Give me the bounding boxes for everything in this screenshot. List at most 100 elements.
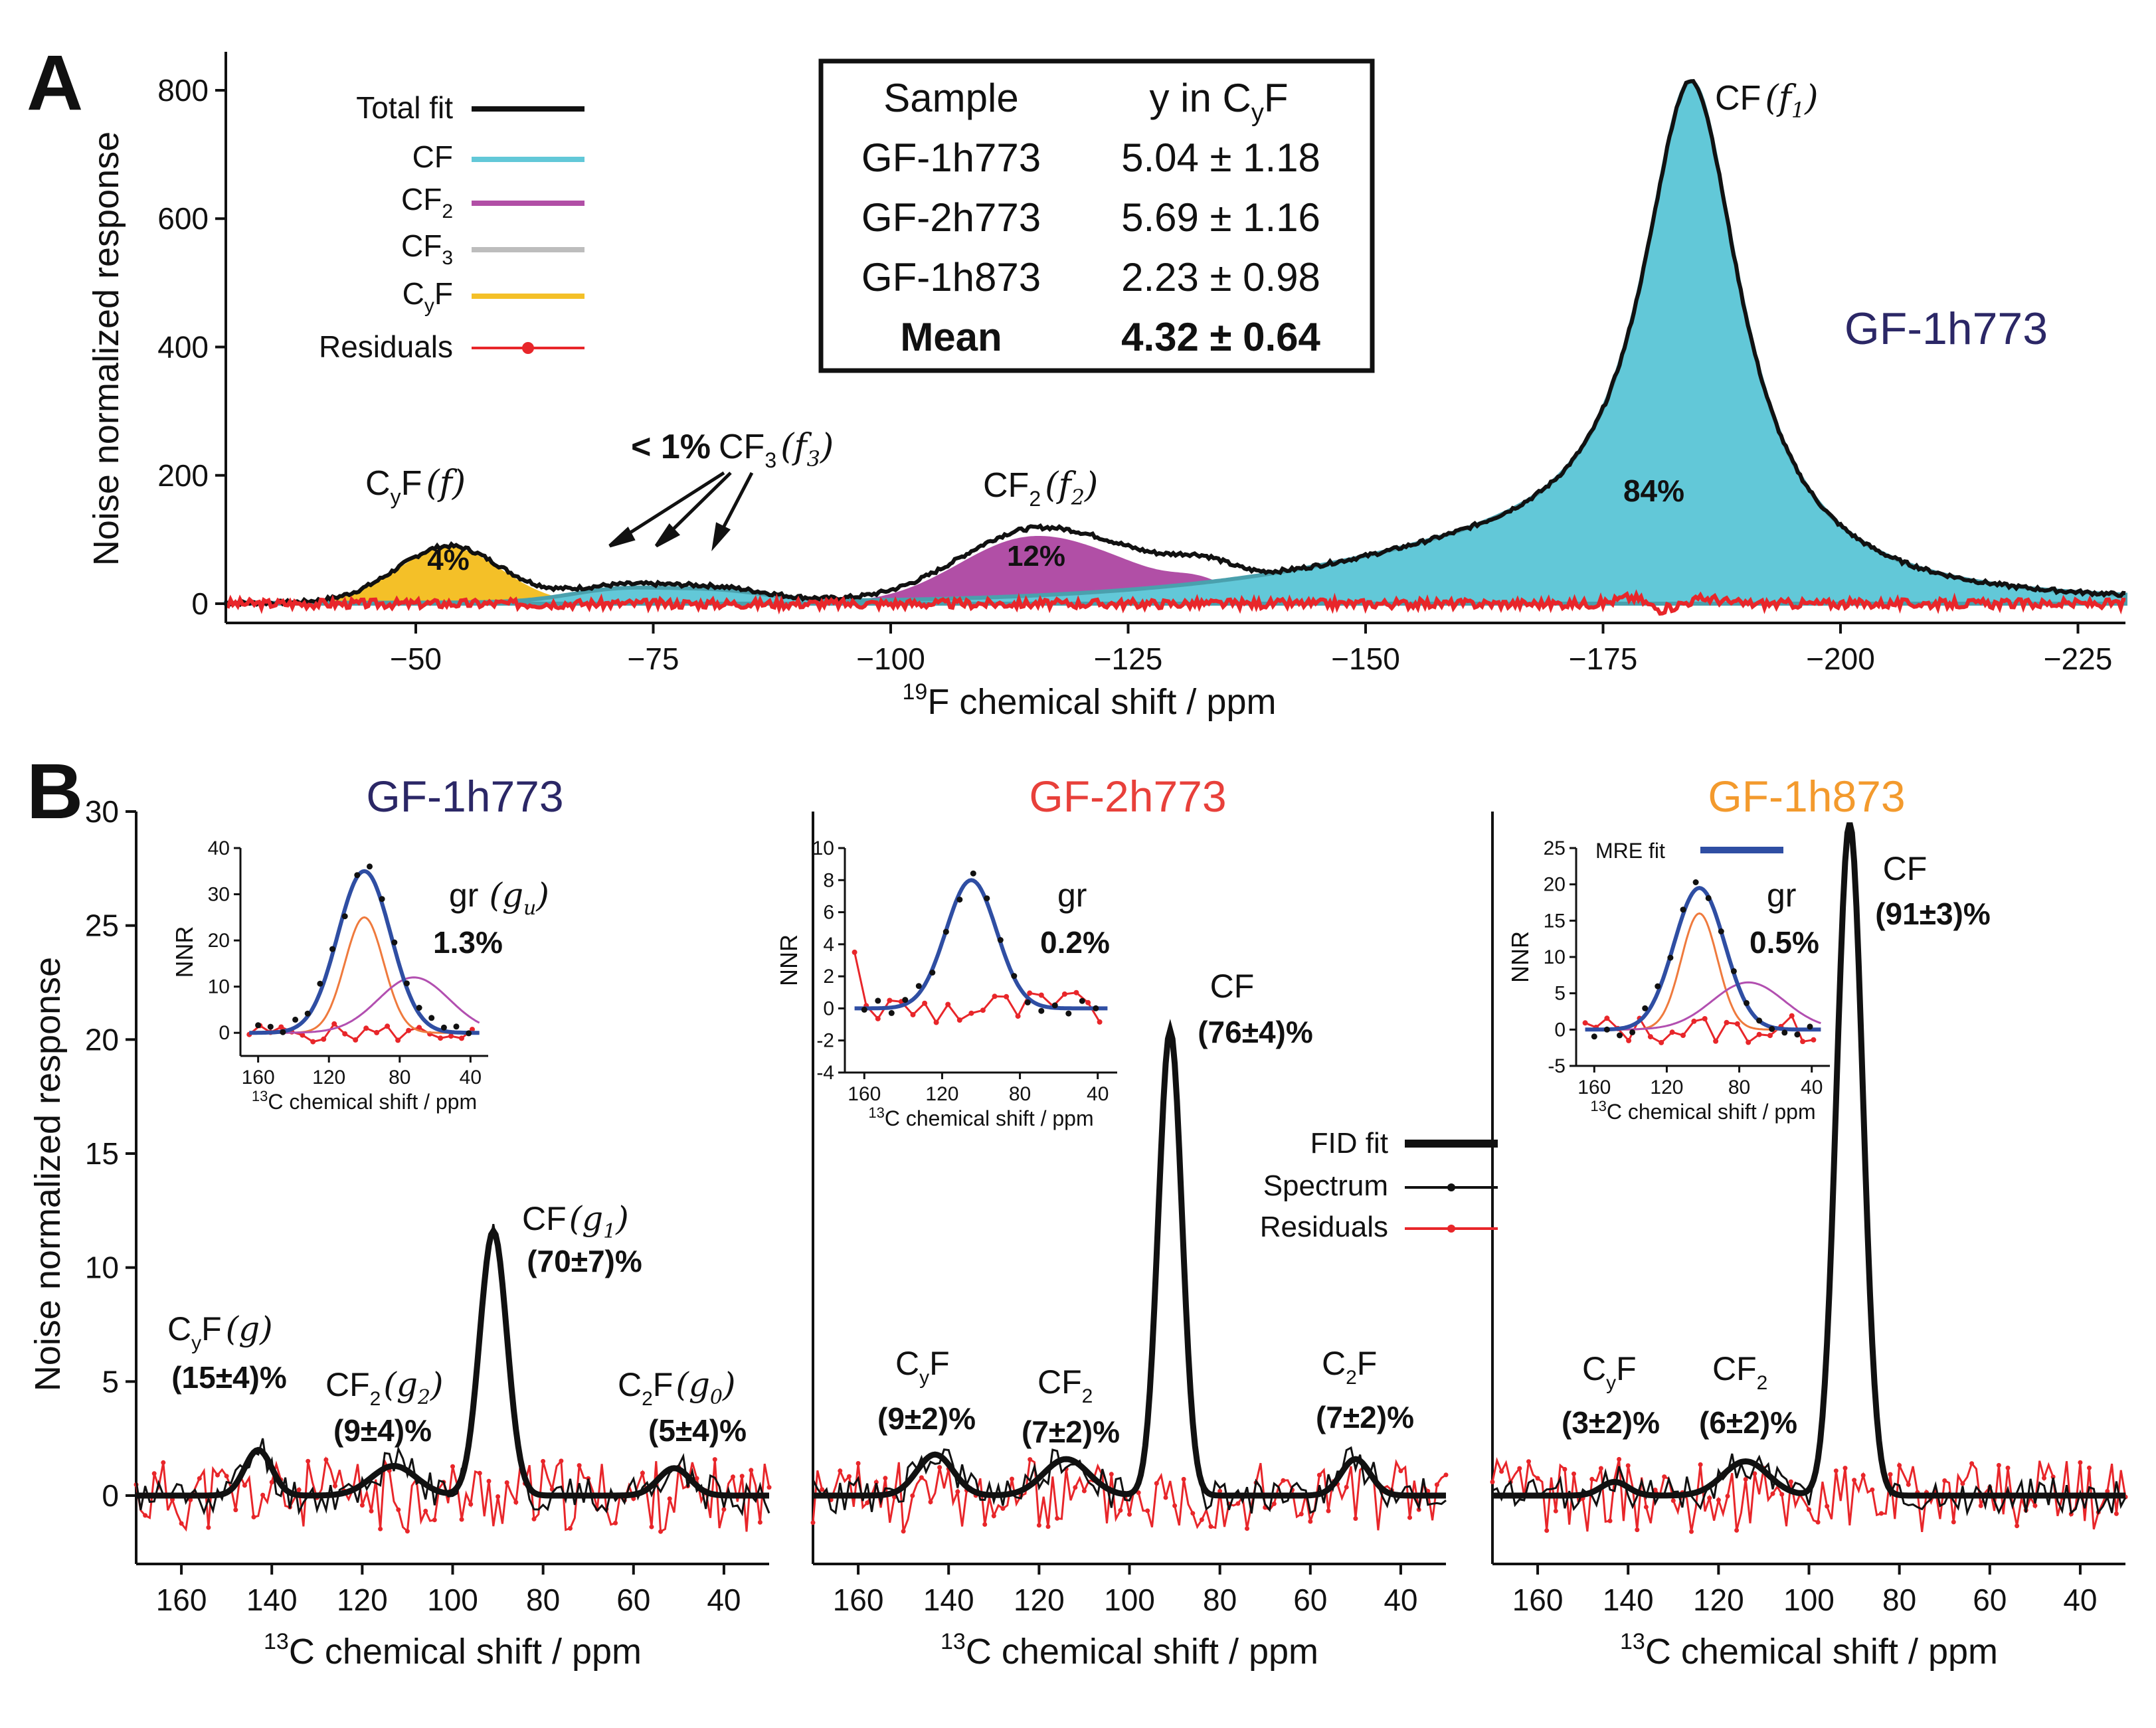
inset-2-spectrum-point — [1038, 1007, 1045, 1014]
subplot-3-residual-point — [1951, 1519, 1956, 1525]
total-fit-line — [225, 79, 2126, 608]
subplot-3-residual-point — [1960, 1481, 1965, 1486]
inset-3-y-tick-label-1: 0 — [1554, 1019, 1566, 1041]
inset-2-spectrum-point — [1051, 1002, 1058, 1009]
x-tick-label-1: −75 — [627, 642, 679, 676]
subplot-2-residual-point — [991, 1513, 996, 1519]
subplot-2-residual-point — [838, 1468, 843, 1474]
subplot-2-residual-point — [1181, 1476, 1186, 1482]
y-table-row-2-value: 5.69 ± 1.16 — [1121, 195, 1320, 240]
inset-2-y-tick-label-6: 8 — [823, 869, 834, 891]
subplot-3-residual-point — [1635, 1527, 1640, 1533]
panel-b-letter: B — [27, 748, 83, 835]
subplot-3-x-tick-label-4: 80 — [1882, 1583, 1916, 1617]
subplot-1-y-tick-label-2: 10 — [85, 1251, 119, 1285]
subplot-1-residual-point — [206, 1525, 211, 1530]
subplot-3-residual-point — [1607, 1518, 1613, 1523]
inset-3-x-tick-label-2: 80 — [1728, 1077, 1750, 1098]
panel-a-letter: A — [27, 39, 83, 127]
subplot-2-x-tick-label-0: 160 — [833, 1583, 884, 1617]
y-tick-label-3: 600 — [157, 201, 209, 236]
subplot-1-residual-point — [694, 1476, 699, 1481]
subplot-1-residual-point — [306, 1458, 311, 1464]
inset-3-spectrum-point — [1692, 879, 1699, 885]
inset-2-y-tick-label-2: 0 — [823, 997, 834, 1019]
subplot-3-fid-fit-line — [1492, 822, 2125, 1499]
inset-3-spectrum-point — [1744, 999, 1750, 1006]
subplot-3-residual-point — [1598, 1466, 1603, 1471]
subplot-1-x-tick-label-0: 160 — [156, 1583, 207, 1617]
subplot-2-xlabel: 13C chemical shift / ppm — [941, 1629, 1318, 1672]
subplot-1-residual-point — [531, 1516, 537, 1521]
y-table-row-mean-sample: Mean — [900, 315, 1002, 359]
subplot-3-residual-point — [1526, 1459, 1531, 1464]
panel-a-ticks: −50 −75 −100 −125 −150 −175 −200 −225 0 200 400 600… — [157, 73, 2112, 676]
inset-3-residuals-line — [1585, 1013, 1814, 1044]
annot-cf2-label: CF2 (f2) — [983, 466, 1098, 511]
subplot-1-residual-point — [757, 1519, 763, 1525]
subplot-1-residual-point — [486, 1478, 492, 1484]
subplot-1-residual-point — [667, 1496, 672, 1502]
subplot-3-title: GF-1h873 — [1708, 772, 1905, 821]
subplot-3-residual-point — [1815, 1519, 1821, 1525]
subplot-1-residual-point — [513, 1500, 519, 1505]
subplot-2-residual-point — [1398, 1468, 1403, 1474]
subplot-2-x-tick-label-6: 40 — [1384, 1583, 1417, 1617]
s1-cyf-pct: (15±4)% — [171, 1360, 287, 1395]
inset-1-xlabel: 13C chemical shift / ppm — [252, 1088, 477, 1114]
subplot-3-residual-point — [1643, 1504, 1649, 1510]
subplot-3-residual-point — [2032, 1503, 2038, 1508]
inset-1-spectrum-point — [292, 1016, 299, 1023]
subplot-3-residual-point — [1544, 1528, 1550, 1533]
inset-1-spectrum-point — [317, 980, 323, 987]
subplot-2-residual-point — [1073, 1485, 1078, 1490]
s1-cf2-label: CF2(g2) — [325, 1365, 443, 1410]
inset-3-ylabel: NNR — [1506, 931, 1534, 983]
subplot-2-residual-point — [910, 1493, 915, 1498]
subplot-2-residual-point — [1055, 1515, 1060, 1521]
legend-residuals-marker — [522, 342, 534, 354]
inset-1-spectrum-point — [428, 1015, 435, 1021]
subplot-2-residual-point — [1036, 1523, 1041, 1528]
subplot-3-residual-point — [1752, 1471, 1757, 1476]
subplot-1-residual-point — [568, 1525, 573, 1531]
inset-2-spectrum-point — [1093, 1005, 1099, 1011]
inset-1-y-tick-label-3: 30 — [208, 884, 230, 906]
subplot-3-residual-point — [1996, 1462, 2001, 1468]
inset-3-spectrum-point — [1705, 895, 1712, 901]
s1-cf-label: CF(g1) — [522, 1199, 629, 1243]
x-tick-label-5: −175 — [1569, 642, 1638, 676]
subplot-3-x-tick-label-0: 160 — [1512, 1583, 1564, 1617]
subplot-2-residual-point — [1308, 1519, 1313, 1524]
inset-3-y-tick-label-4: 15 — [1544, 910, 1566, 932]
inset-3-y-tick-label-5: 20 — [1544, 874, 1566, 896]
inset-3-spectrum-point — [1617, 1032, 1623, 1039]
subplot-3-residual-point — [1517, 1466, 1522, 1471]
inset-2-spectrum-point — [1024, 999, 1031, 1005]
s2-c2f-pct: (7±2)% — [1316, 1400, 1414, 1434]
inset-3-legend-label: MRE fit — [1595, 839, 1665, 863]
subplot-3-residual-point — [1553, 1508, 1558, 1513]
subplot-3-residual-point — [2050, 1474, 2056, 1480]
subplot-1-residual-point — [369, 1508, 374, 1513]
inset-2-y-tick-label-5: 6 — [823, 902, 834, 924]
y-tick-label-1: 200 — [157, 458, 209, 493]
annot-cf3-arrows — [608, 471, 754, 552]
subplot-2-residual-point — [1344, 1484, 1349, 1490]
inset-3-x-tick-label-3: 40 — [1801, 1077, 1823, 1098]
subplot-3-x-tick-label-1: 140 — [1603, 1583, 1654, 1617]
inset-1-x-tick-label-3: 40 — [460, 1067, 482, 1088]
inset-3-spectrum-point — [1629, 1029, 1636, 1035]
subplot-3-residual-point — [1878, 1511, 1884, 1516]
subplot-3-residual-point — [1689, 1529, 1694, 1534]
subplot-1-residual-point — [731, 1474, 735, 1480]
subplot-3-residual-point — [1833, 1468, 1839, 1474]
inset-3-y-tick-label-2: 5 — [1554, 983, 1566, 1005]
inset-3-spectrum-point — [1680, 907, 1686, 913]
subplot-1-residual-point — [721, 1507, 727, 1512]
subplot-1-residual-point — [197, 1476, 202, 1481]
subplot-1-y-tick-label-6: 30 — [85, 794, 119, 829]
subplot-3-x-tick-label-6: 40 — [2063, 1583, 2097, 1617]
s1-cf-pct: (70±7)% — [527, 1244, 642, 1278]
subplot-2-residual-point — [1081, 1488, 1087, 1494]
